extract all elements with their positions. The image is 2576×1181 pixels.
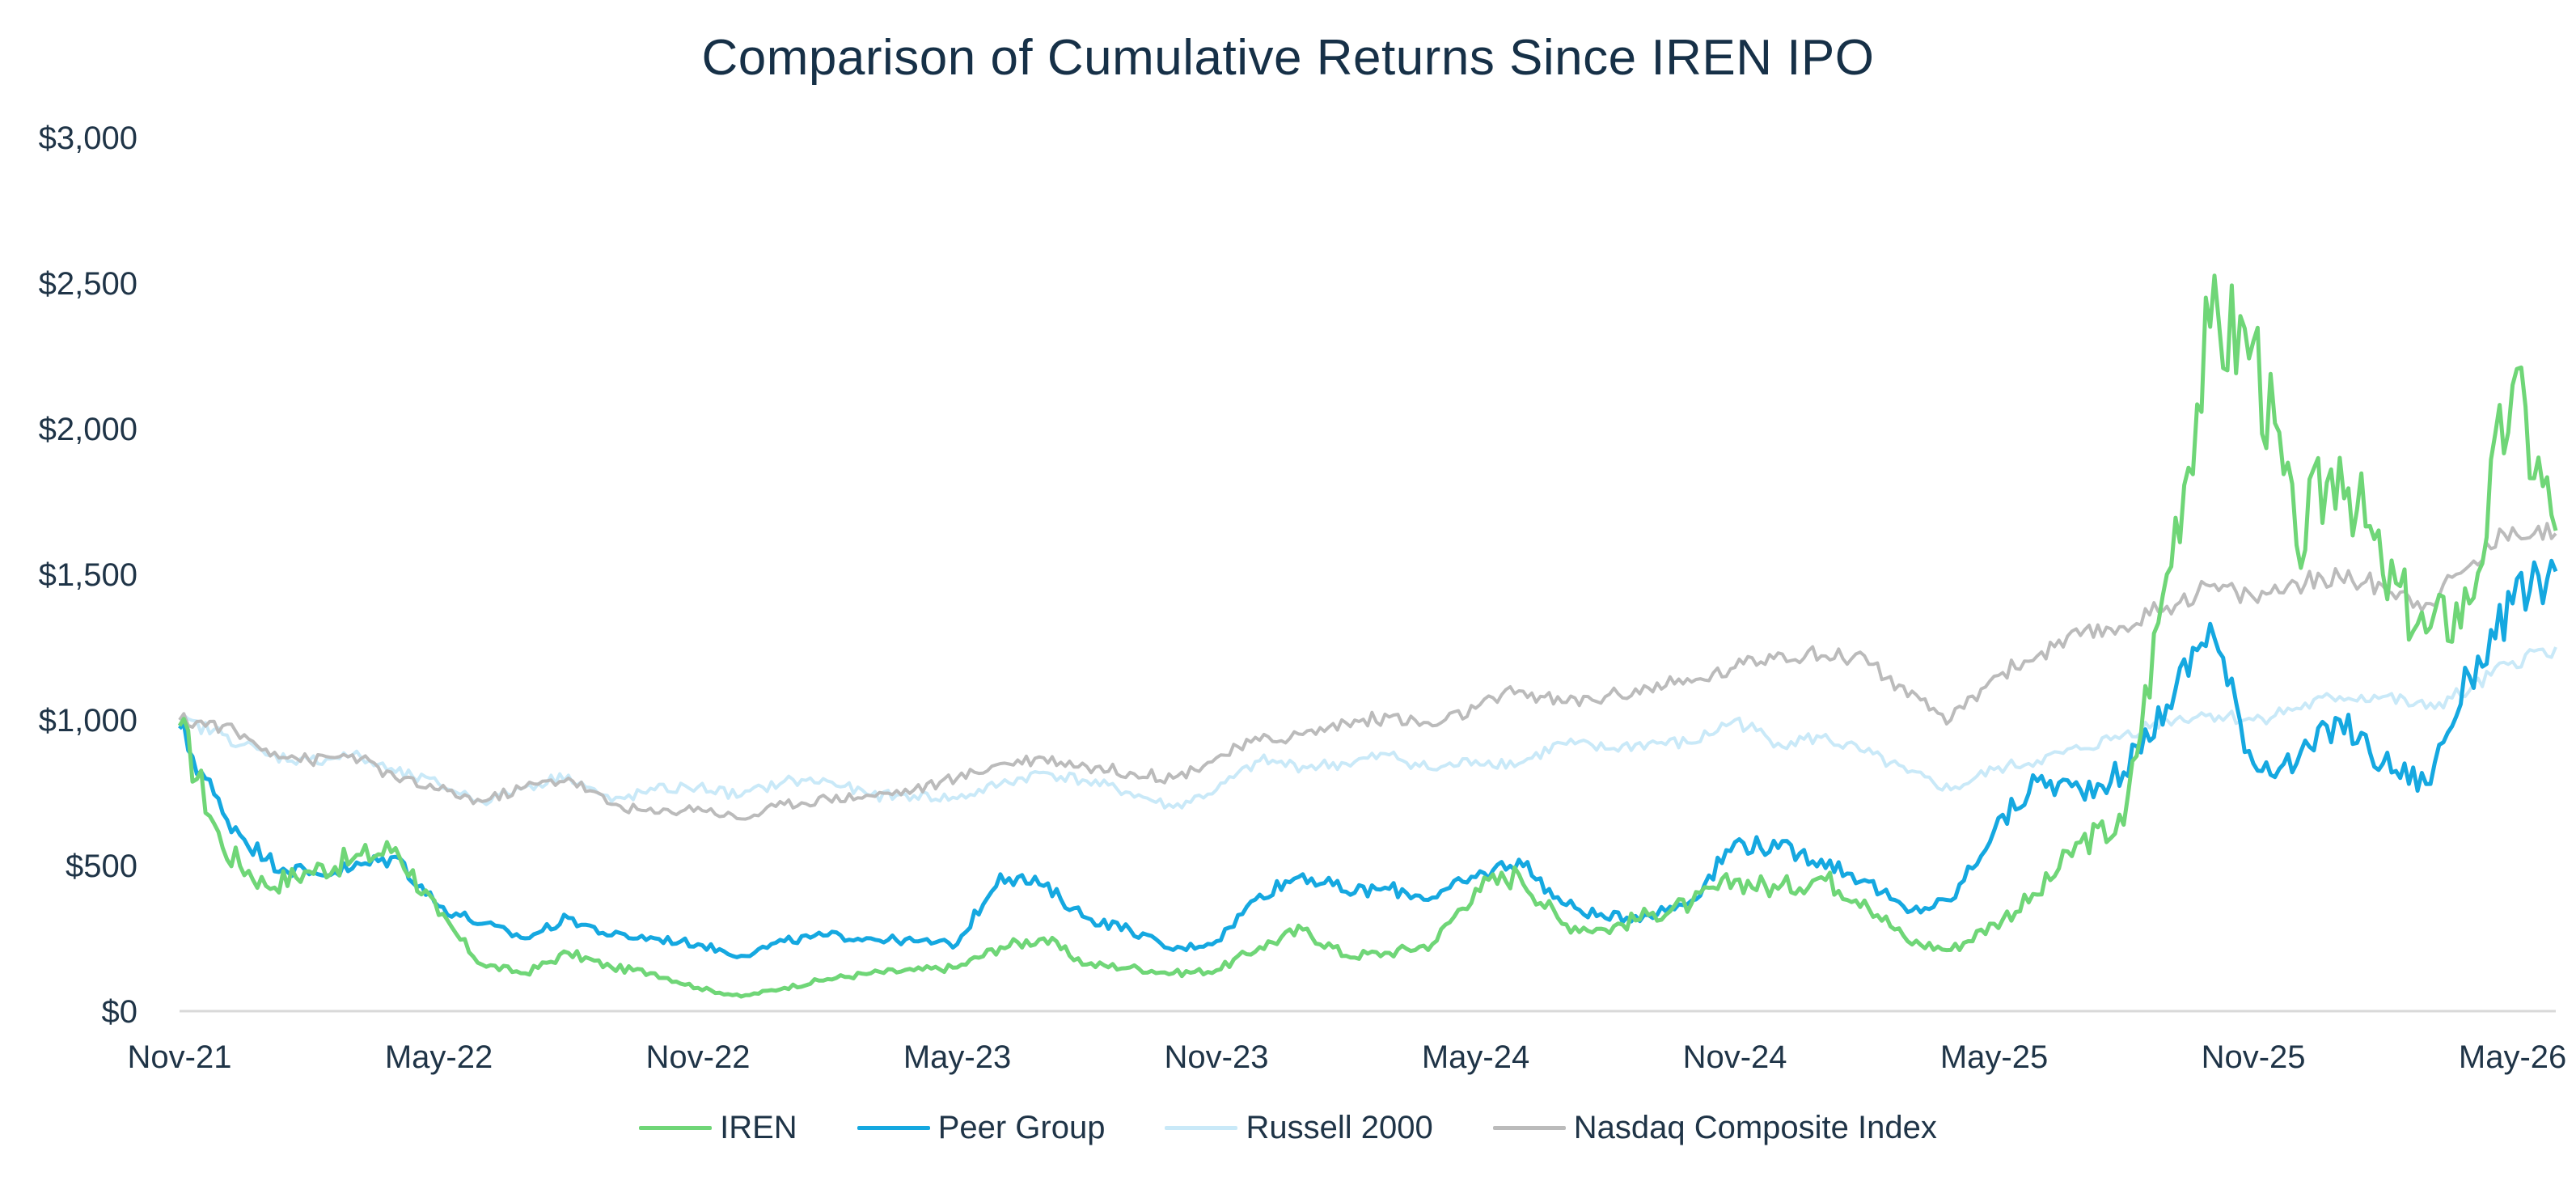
series-line-nasdaq-composite-index (178, 522, 2557, 821)
legend-label: Nasdaq Composite Index (1573, 1110, 1937, 1145)
y-tick-label: $1,500 (39, 557, 137, 593)
y-tick-label: $0 (102, 994, 138, 1030)
legend-swatch (639, 1126, 713, 1130)
legend-label: Peer Group (937, 1110, 1106, 1145)
legend-swatch (1492, 1126, 1566, 1130)
legend-label: IREN (720, 1110, 797, 1145)
y-tick-label: $3,000 (39, 121, 137, 156)
y-axis: $0 $500 $1,000 $1,500 $2,000 $2,500 $3,000 (39, 121, 137, 1030)
y-tick-label: $1,000 (39, 703, 137, 739)
legend-swatch (857, 1126, 930, 1130)
legend-item: Russell 2000 (1165, 1110, 1433, 1146)
x-tick-label: Nov-24 (1683, 1039, 1787, 1075)
series-line-peer-group (178, 558, 2558, 959)
legend-item: Nasdaq Composite Index (1492, 1110, 1937, 1146)
x-tick-label: May-22 (385, 1039, 493, 1075)
x-tick-label: May-26 (2459, 1039, 2566, 1075)
series-line-iren (177, 273, 2558, 999)
series-lines (177, 273, 2558, 999)
legend-item: Peer Group (857, 1110, 1106, 1146)
x-tick-label: Nov-21 (128, 1039, 232, 1075)
y-tick-label: $500 (66, 849, 137, 884)
legend-label: Russell 2000 (1246, 1110, 1433, 1145)
legend-swatch (1165, 1126, 1238, 1130)
x-tick-label: May-24 (1422, 1039, 1529, 1075)
x-tick-label: Nov-22 (646, 1039, 751, 1075)
legend: IREN Peer Group Russell 2000 Nasdaq Composi… (0, 1110, 2576, 1146)
x-tick-label: May-25 (1940, 1039, 2048, 1075)
y-tick-label: $2,500 (39, 266, 137, 302)
x-tick-label: Nov-23 (1165, 1039, 1269, 1075)
x-axis: Nov-21 May-22 Nov-22 May-23 Nov-23 May-24 Nov-… (128, 1039, 2567, 1075)
chart-title: Comparison of Cumulative Returns Since I… (701, 30, 1875, 86)
x-tick-label: Nov-25 (2202, 1039, 2306, 1075)
legend-item: IREN (639, 1110, 797, 1146)
x-tick-label: May-23 (903, 1039, 1011, 1075)
y-tick-label: $2,000 (39, 412, 137, 447)
